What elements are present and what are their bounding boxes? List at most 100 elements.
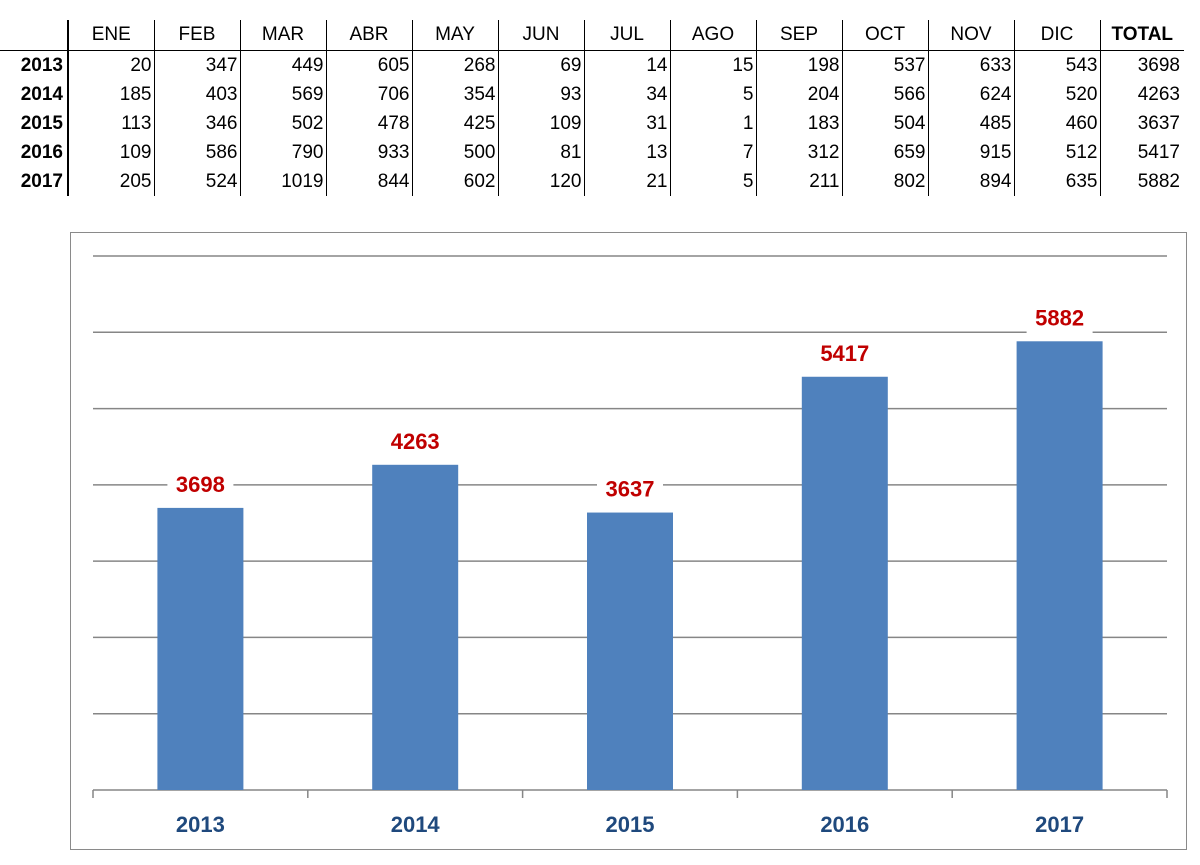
row-total-cell: 3698 [1137, 54, 1180, 76]
table-cell: 346 [154, 109, 241, 138]
row-total-cell: 3637 [1137, 112, 1180, 134]
table-cell: 706 [326, 80, 413, 109]
table-cell: 659 [842, 138, 929, 167]
value-label: 4263 [391, 429, 440, 454]
table-cell: 894 [928, 167, 1015, 196]
category-label: 2014 [391, 812, 441, 837]
month-header: SEP [756, 20, 843, 51]
table-cell: 605 [326, 50, 413, 80]
bar-2016 [801, 376, 888, 790]
bar-2013 [157, 507, 244, 790]
bar-2014 [372, 464, 459, 790]
table-cell: 512 [1014, 138, 1101, 167]
month-header: ABR [326, 20, 413, 51]
table-cell: 109 [498, 109, 585, 138]
row-year-label: 2015 [0, 109, 69, 138]
category-label: 2015 [606, 812, 655, 837]
table-cell: 15 [670, 50, 757, 80]
table-row: 2016 109 586 790 933 500 81 13 7 312 659 915 512 5417 [0, 138, 1184, 167]
table-cell: 844 [326, 167, 413, 196]
table-cell: 602 [412, 167, 499, 196]
table-cell: 268 [412, 50, 499, 80]
table-cell: 502 [240, 109, 327, 138]
table-row: 2014 185 403 569 706 354 93 34 5 204 566 624 520 4263 [0, 80, 1184, 109]
table-cell: 81 [498, 138, 585, 167]
table-cell: 635 [1014, 167, 1101, 196]
table-cell: 537 [842, 50, 929, 80]
table-cell: 460 [1014, 109, 1101, 138]
table-corner-cell [0, 20, 69, 51]
month-header: OCT [842, 20, 929, 51]
month-header: FEB [154, 20, 241, 51]
row-total-cell: 4263 [1137, 83, 1180, 105]
row-year-label: 2013 [0, 50, 69, 80]
row-total-cell: 5417 [1137, 141, 1180, 163]
table-cell: 1019 [240, 167, 327, 196]
value-label: 3698 [176, 472, 225, 497]
row-total-cell: 5882 [1137, 170, 1180, 192]
bar-2017 [1016, 341, 1103, 790]
table-row: 2015 113 346 502 478 425 109 31 1 183 504 485 460 363… [0, 109, 1184, 138]
table-cell: 1 [670, 109, 757, 138]
table-cell: 354 [412, 80, 499, 109]
table-cell: 185 [68, 80, 155, 109]
value-label-background [1026, 305, 1093, 334]
table-cell: 802 [842, 167, 929, 196]
table-cell: 790 [240, 138, 327, 167]
table-cell: 624 [928, 80, 1015, 109]
month-header: AGO [670, 20, 757, 51]
row-year-label: 2016 [0, 138, 69, 167]
table-cell: 5 [670, 80, 757, 109]
row-year-label: 2017 [0, 167, 69, 196]
table-cell: 21 [584, 167, 671, 196]
table-cell: 7 [670, 138, 757, 167]
table-cell: 93 [498, 80, 585, 109]
table-row: 2017 205 524 1019 844 602 120 21 5 211 802 894 635 58… [0, 167, 1184, 196]
category-label: 2016 [820, 812, 869, 837]
table-row: 2013 20 347 449 605 268 69 14 15 198 537 633 543 3698 [0, 50, 1184, 80]
row-year-label: 2014 [0, 80, 69, 109]
table-cell: 403 [154, 80, 241, 109]
table-cell: 933 [326, 138, 413, 167]
table-cell: 204 [756, 80, 843, 109]
chart-area: 3698 2013 4263 2014 3637 2015 5417 2016 5882 2017 [70, 232, 1187, 850]
table-cell: 120 [498, 167, 585, 196]
table-cell: 183 [756, 109, 843, 138]
table-cell: 205 [68, 167, 155, 196]
value-label-background [597, 476, 663, 505]
value-label-background [382, 428, 449, 457]
month-header: JUN [498, 20, 585, 51]
table-cell: 347 [154, 50, 241, 80]
table-cell: 478 [326, 109, 413, 138]
month-header: MAY [412, 20, 499, 51]
table-cell: 633 [928, 50, 1015, 80]
table-cell: 485 [928, 109, 1015, 138]
month-header: DIC [1014, 20, 1101, 51]
bar-chart: 3698 2013 4263 2014 3637 2015 5417 2016 5882 2017 [92, 255, 1168, 837]
table-cell: 449 [240, 50, 327, 80]
table-cell: 69 [498, 50, 585, 80]
table-cell: 113 [68, 109, 155, 138]
table-cell: 569 [240, 80, 327, 109]
table-cell: 34 [584, 80, 671, 109]
bar-2015 [587, 512, 673, 790]
month-header: ENE [68, 20, 155, 51]
table-header-row: ENE FEB MAR ABR MAY JUN JUL AGO SEP OCT … [0, 20, 1184, 51]
table-cell: 586 [154, 138, 241, 167]
category-label: 2013 [176, 812, 225, 837]
table-cell: 31 [584, 109, 671, 138]
total-header: TOTAL [1100, 20, 1184, 51]
monthly-data-table: ENE FEB MAR ABR MAY JUN JUL AGO SEP OCT … [0, 20, 1184, 196]
table-cell: 425 [412, 109, 499, 138]
value-label-background [167, 471, 234, 500]
month-header: JUL [584, 20, 671, 51]
table-cell: 5 [670, 167, 757, 196]
value-label: 3637 [606, 477, 655, 502]
value-label-background [811, 340, 878, 369]
value-label: 5417 [820, 341, 869, 366]
month-header: MAR [240, 20, 327, 51]
table-cell: 14 [584, 50, 671, 80]
table-cell: 504 [842, 109, 929, 138]
table-cell: 566 [842, 80, 929, 109]
table-cell: 312 [756, 138, 843, 167]
